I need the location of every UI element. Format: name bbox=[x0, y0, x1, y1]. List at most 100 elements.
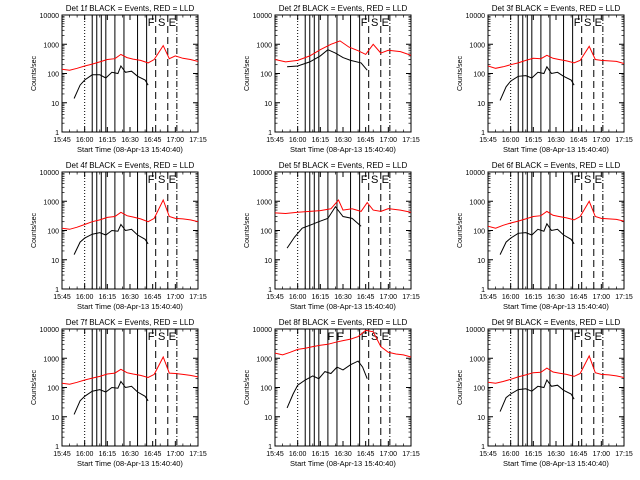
flare-marker-letter: F bbox=[361, 331, 368, 343]
y-tick-label: 10000 bbox=[466, 170, 486, 177]
x-tick-label: 17:00 bbox=[593, 451, 611, 458]
x-tick-label: 16:15 bbox=[99, 451, 117, 458]
x-tick-label: 15:45 bbox=[53, 137, 71, 144]
x-tick-label: 17:00 bbox=[380, 294, 398, 301]
x-tick-label: 16:30 bbox=[121, 451, 139, 458]
x-tick-label: 15:45 bbox=[266, 294, 284, 301]
flare-marker-letter: F bbox=[148, 331, 155, 343]
x-tick-label: 16:45 bbox=[570, 451, 588, 458]
x-tick-label: 17:15 bbox=[615, 137, 633, 144]
x-tick-label: 16:00 bbox=[76, 137, 94, 144]
x-tick-label: 16:30 bbox=[334, 294, 352, 301]
events-series-line bbox=[73, 380, 149, 415]
flare-marker-letter: E bbox=[595, 331, 602, 343]
y-tick-label: 10 bbox=[264, 101, 272, 108]
y-axis-label: Counts/sec bbox=[31, 55, 38, 91]
x-tick-label: 17:00 bbox=[167, 137, 185, 144]
events-series-line bbox=[73, 223, 149, 255]
chart-panel: Det 7f BLACK = Events, RED = LLD 1 10 100 10… bbox=[31, 318, 207, 468]
x-tick-label: 15:45 bbox=[479, 294, 497, 301]
x-tick-label: 17:15 bbox=[402, 451, 420, 458]
y-tick-label: 100 bbox=[47, 229, 59, 236]
x-tick-label: 16:15 bbox=[99, 137, 117, 144]
x-tick-label: 15:45 bbox=[53, 451, 71, 458]
y-axis-label: Counts/sec bbox=[244, 369, 251, 405]
y-tick-label: 10 bbox=[477, 415, 485, 422]
flare-marker-letter: E bbox=[169, 17, 176, 29]
y-tick-label: 10000 bbox=[40, 13, 60, 20]
flare-marker-letter: S bbox=[158, 331, 165, 343]
y-tick-label: 10 bbox=[477, 258, 485, 265]
x-axis-label: Start Time (08-Apr-13 15:40:40) bbox=[290, 145, 396, 154]
chart-panel: Det 5f BLACK = Events, RED = LLD 1 10 100 10… bbox=[244, 161, 420, 311]
y-tick-label: 100 bbox=[473, 72, 485, 79]
x-tick-label: 16:15 bbox=[312, 451, 330, 458]
chart-panel: Det 4f BLACK = Events, RED = LLD 1 10 100 10… bbox=[31, 161, 207, 311]
x-tick-label: 16:30 bbox=[547, 294, 565, 301]
x-tick-label: 15:45 bbox=[266, 137, 284, 144]
flare-marker-letter: E bbox=[382, 174, 389, 186]
chart-panel: Det 2f BLACK = Events, RED = LLD 1 10 100 10… bbox=[244, 4, 420, 154]
flare-marker-letter: S bbox=[584, 174, 591, 186]
y-axis-label: Counts/sec bbox=[457, 212, 464, 248]
x-tick-label: 16:00 bbox=[289, 137, 307, 144]
y-tick-label: 10000 bbox=[253, 170, 273, 177]
plot-frame bbox=[61, 328, 199, 447]
flare-marker-letter: S bbox=[584, 331, 591, 343]
lld-series-line bbox=[275, 199, 411, 215]
flare-marker-letter: S bbox=[371, 174, 378, 186]
chart-title: Det 4f BLACK = Events, RED = LLD bbox=[66, 161, 195, 170]
flare-marker-letter: F bbox=[574, 17, 581, 29]
chart-panel: Det 1f BLACK = Events, RED = LLD 1 10 100 10… bbox=[31, 4, 207, 154]
y-tick-label: 10 bbox=[264, 258, 272, 265]
chart-title: Det 1f BLACK = Events, RED = LLD bbox=[66, 4, 195, 13]
y-tick-label: 1 bbox=[268, 287, 272, 294]
y-tick-label: 1 bbox=[268, 130, 272, 137]
flare-marker-letter: F bbox=[361, 17, 368, 29]
events-series-line bbox=[286, 205, 362, 249]
y-tick-label: 1000 bbox=[256, 199, 272, 206]
x-tick-label: 16:30 bbox=[547, 137, 565, 144]
y-tick-label: 10000 bbox=[466, 13, 486, 20]
x-axis-label: Start Time (08-Apr-13 15:40:40) bbox=[503, 302, 609, 311]
flare-marker-letter: S bbox=[584, 17, 591, 29]
y-tick-label: 1 bbox=[55, 444, 59, 451]
x-tick-label: 15:45 bbox=[479, 137, 497, 144]
events-series-line bbox=[287, 49, 368, 71]
flare-marker-letter: E bbox=[382, 331, 389, 343]
lld-series-line bbox=[488, 354, 624, 384]
x-tick-label: 16:00 bbox=[289, 294, 307, 301]
y-tick-label: 1000 bbox=[469, 356, 485, 363]
flare-marker-letter: E bbox=[169, 331, 176, 343]
chart-title: Det 7f BLACK = Events, RED = LLD bbox=[66, 318, 195, 327]
events-series-line bbox=[73, 64, 149, 99]
y-tick-label: 1000 bbox=[43, 356, 59, 363]
y-tick-label: 100 bbox=[47, 72, 59, 79]
x-tick-label: 16:00 bbox=[76, 294, 94, 301]
y-tick-label: 10000 bbox=[40, 170, 60, 177]
chart-title: Det 2f BLACK = Events, RED = LLD bbox=[279, 4, 408, 13]
x-tick-label: 16:15 bbox=[525, 451, 543, 458]
x-tick-label: 16:00 bbox=[502, 451, 520, 458]
y-tick-label: 1000 bbox=[256, 356, 272, 363]
y-tick-label: 10 bbox=[51, 101, 59, 108]
x-tick-label: 16:00 bbox=[502, 294, 520, 301]
plot-frame bbox=[487, 171, 625, 290]
x-tick-label: 16:15 bbox=[525, 294, 543, 301]
chart-panel: Det 8f BLACK = Events, RED = LLD 1 10 100 10… bbox=[244, 318, 420, 468]
x-tick-label: 16:30 bbox=[547, 451, 565, 458]
flare-marker-letter: S bbox=[371, 331, 378, 343]
x-tick-label: 17:00 bbox=[380, 137, 398, 144]
flare-marker-letter: F bbox=[148, 174, 155, 186]
x-tick-label: 17:15 bbox=[615, 451, 633, 458]
y-axis-label: Counts/sec bbox=[31, 212, 38, 248]
flare-marker-letter: F bbox=[361, 174, 368, 186]
x-tick-label: 17:00 bbox=[167, 294, 185, 301]
flare-marker-letter: E bbox=[169, 174, 176, 186]
flare-marker-letter: S bbox=[158, 174, 165, 186]
y-tick-label: 10000 bbox=[466, 327, 486, 334]
y-tick-label: 1 bbox=[55, 287, 59, 294]
lld-series-line bbox=[488, 45, 624, 69]
x-tick-label: 16:45 bbox=[357, 451, 375, 458]
y-tick-label: 1000 bbox=[43, 199, 59, 206]
